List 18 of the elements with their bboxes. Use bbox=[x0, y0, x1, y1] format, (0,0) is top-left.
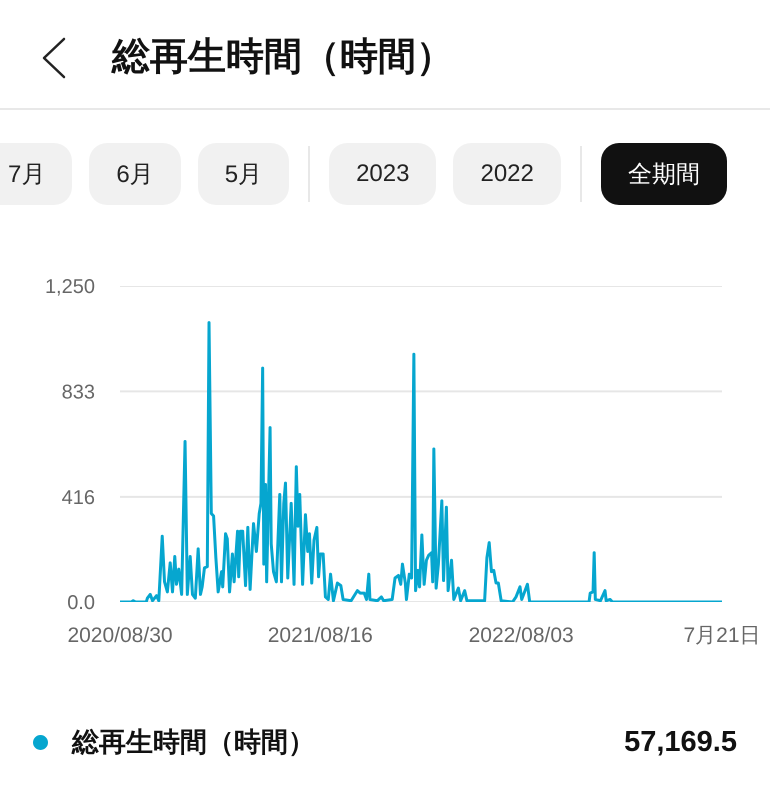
chart-title: 総再生時間（時間） bbox=[112, 35, 454, 80]
legend-label: 総再生時間（時間） bbox=[72, 726, 315, 759]
y-tick-label: 0.0 bbox=[67, 592, 95, 614]
x-tick-label: 2022/08/03 bbox=[468, 624, 574, 647]
y-tick-label: 1,250 bbox=[44, 276, 95, 298]
y-tick-label: 416 bbox=[62, 486, 95, 509]
tab-button: 全期間 bbox=[600, 143, 727, 205]
tab-button: 2023 bbox=[329, 143, 436, 205]
x-tick-label: 2021/08/16 bbox=[268, 624, 373, 647]
line-series bbox=[120, 321, 722, 602]
x-tick-label: 7月21日 bbox=[683, 624, 761, 647]
tab-button: 2022 bbox=[453, 143, 561, 205]
tab-button: 7月 bbox=[0, 143, 72, 205]
tab-button: 6月 bbox=[89, 143, 181, 205]
text: 57,169.5 bbox=[624, 724, 737, 760]
tab-button: 5月 bbox=[198, 143, 290, 205]
y-tick-label: 833 bbox=[62, 381, 95, 404]
x-tick-label: 2020/08/30 bbox=[67, 624, 173, 647]
